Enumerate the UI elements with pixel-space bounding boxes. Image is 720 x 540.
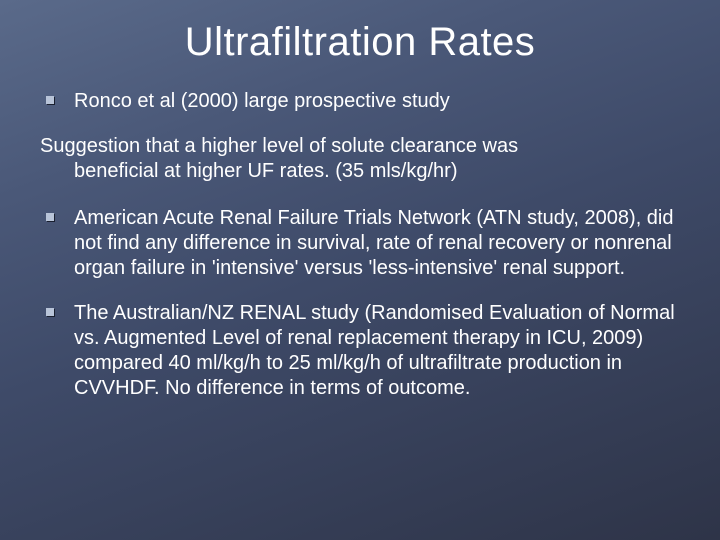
bullet-item: American Acute Renal Failure Trials Netw… [40, 206, 680, 281]
bullet-text: The Australian/NZ RENAL study (Randomise… [74, 301, 680, 401]
slide: Ultrafiltration Rates Ronco et al (2000)… [0, 0, 720, 540]
bullet-item: The Australian/NZ RENAL study (Randomise… [40, 301, 680, 401]
square-bullet-icon [46, 96, 56, 106]
square-bullet-icon [46, 308, 56, 318]
paragraph-line: beneficial at higher UF rates. (35 mls/k… [40, 159, 680, 184]
slide-title: Ultrafiltration Rates [40, 20, 680, 65]
bullet-text: Ronco et al (2000) large prospective stu… [74, 89, 680, 114]
bullet-item: Ronco et al (2000) large prospective stu… [40, 89, 680, 114]
bullet-text: American Acute Renal Failure Trials Netw… [74, 206, 680, 281]
paragraph-line: Suggestion that a higher level of solute… [40, 135, 518, 157]
square-bullet-icon [46, 213, 56, 223]
body-paragraph: Suggestion that a higher level of solute… [40, 134, 680, 184]
